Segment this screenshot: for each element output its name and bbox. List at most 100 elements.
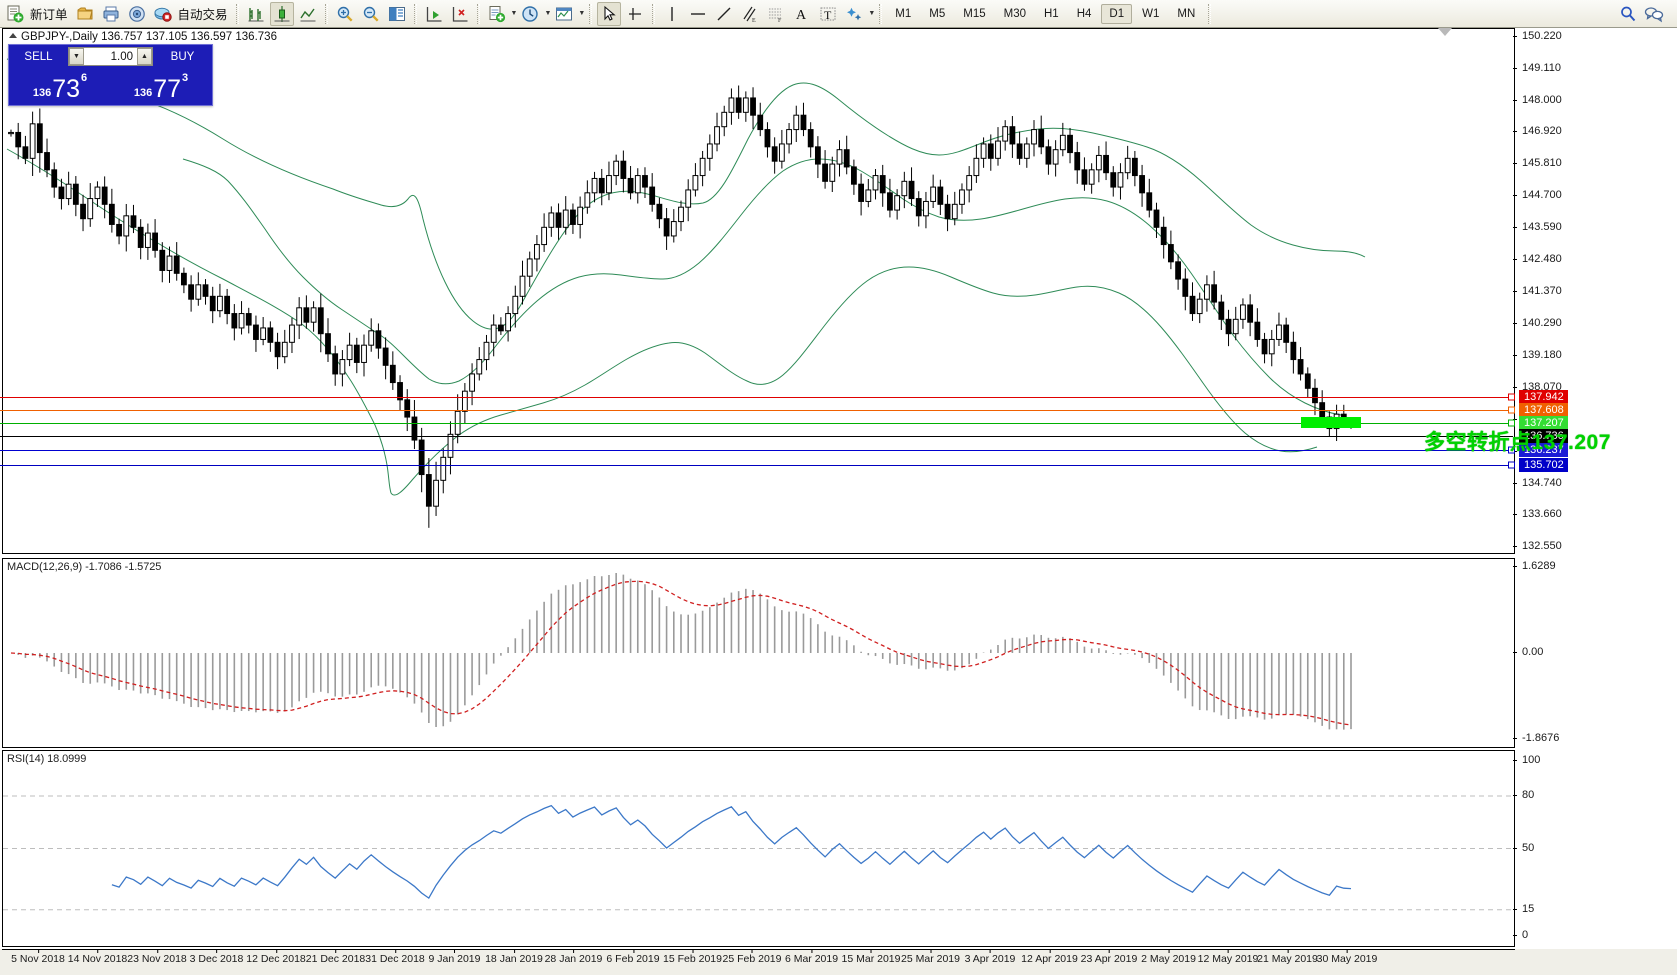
- chart-title: GBPJPY-,Daily 136.757 137.105 136.597 13…: [9, 31, 277, 43]
- cursor-button[interactable]: [597, 1, 622, 26]
- indicators-button[interactable]: [485, 2, 509, 26]
- time-axis-tick: 18 Jan 2019: [485, 949, 543, 965]
- line-chart-button[interactable]: [296, 2, 320, 26]
- price-level-handle[interactable]: [1508, 461, 1515, 469]
- bar-chart-button[interactable]: [244, 2, 268, 26]
- buy-button[interactable]: BUY: [170, 50, 195, 63]
- chart-shift-button[interactable]: [422, 2, 446, 26]
- trade-panel-controls: SELL ▼ 1.00 ▲ BUY: [9, 45, 212, 68]
- auto-scroll-button[interactable]: [448, 2, 472, 26]
- crosshair-button[interactable]: [623, 2, 647, 26]
- timeframe-h4[interactable]: H4: [1076, 7, 1092, 20]
- price-level-tag[interactable]: 135.702: [1519, 458, 1568, 472]
- timeframe-d1[interactable]: D1: [1101, 3, 1133, 24]
- volume-stepper[interactable]: ▼ 1.00 ▲: [68, 47, 153, 66]
- price-level-line[interactable]: [0, 410, 1513, 411]
- price-level-tag[interactable]: 137.207: [1519, 416, 1568, 430]
- price-level-tag[interactable]: 136.237: [1519, 443, 1568, 457]
- support-zone-rectangle[interactable]: [1301, 417, 1361, 428]
- vertical-line-button[interactable]: [660, 2, 684, 26]
- time-axis-tick: 12 Apr 2019: [1021, 949, 1078, 965]
- period-button[interactable]: [518, 2, 542, 26]
- buy-price-display[interactable]: 136 77 3: [112, 68, 210, 103]
- templates-icon: [556, 7, 573, 20]
- price-level-tag[interactable]: 137.942: [1519, 390, 1568, 404]
- timeframe-w1[interactable]: W1: [1142, 7, 1160, 20]
- timeframe-m1[interactable]: M1: [895, 7, 912, 20]
- price-level-tag[interactable]: 136.736: [1519, 429, 1568, 443]
- time-axis[interactable]: 5 Nov 2018 14 Nov 2018 23 Nov 2018 3 Dec 20…: [2, 949, 1515, 975]
- price-level-handle[interactable]: [1508, 446, 1515, 454]
- price-chart-svg: [6, 58, 1366, 528]
- volume-input[interactable]: 1.00: [84, 48, 137, 65]
- text-label-button[interactable]: T: [816, 2, 840, 26]
- horizontal-line-button[interactable]: [686, 2, 710, 26]
- price-axis-tick: 149.110: [1513, 62, 1561, 74]
- one-click-trading-panel[interactable]: SELL ▼ 1.00 ▲ BUY 136 73 6 136 77 3: [8, 44, 213, 106]
- tile-windows-button[interactable]: [385, 2, 409, 26]
- zoom-out-button[interactable]: [359, 2, 383, 26]
- fibonacci-button[interactable]: F: [764, 2, 788, 26]
- collapse-triangle-icon[interactable]: [9, 33, 17, 38]
- rsi-axis[interactable]: 100 80 50 15 0: [1512, 750, 1676, 947]
- autotrading-button[interactable]: [151, 2, 175, 26]
- sell-price-display[interactable]: 136 73 6: [11, 68, 109, 103]
- trade-panel-quotes: 136 73 6 136 77 3: [9, 68, 212, 105]
- timeframe-m30[interactable]: M30: [1003, 7, 1026, 20]
- new-order-button[interactable]: [3, 2, 27, 26]
- price-level-handle[interactable]: [1508, 406, 1515, 414]
- toolbar-separator: [413, 3, 417, 24]
- vertical-line-icon: [671, 6, 674, 21]
- timeframe-h1[interactable]: H1: [1044, 7, 1059, 20]
- price-level-handle[interactable]: [1508, 393, 1515, 401]
- new-order-label: 新订单: [30, 8, 68, 22]
- chart-shift-marker[interactable]: [1438, 28, 1452, 36]
- toolbar-separator: [589, 3, 593, 24]
- volume-decrease-button[interactable]: ▼: [69, 48, 84, 65]
- macd-axis[interactable]: 1.6289 0.00 -1.8676: [1512, 558, 1676, 748]
- shapes-button[interactable]: [842, 2, 866, 26]
- toolbar-separator: [476, 3, 480, 24]
- templates-button[interactable]: [552, 2, 576, 26]
- chart-annotation-text[interactable]: 多空转折点137.207: [1424, 431, 1611, 454]
- folder-button[interactable]: [73, 2, 97, 26]
- time-axis-tick: 28 Jan 2019: [544, 949, 603, 965]
- data-window-button[interactable]: [125, 2, 149, 26]
- volume-increase-button[interactable]: ▲: [137, 48, 152, 65]
- chat-button[interactable]: [1642, 2, 1666, 26]
- timeframe-m5[interactable]: M5: [929, 7, 946, 20]
- time-axis-tick: 6 Feb 2019: [606, 949, 660, 965]
- period-dropdown-arrow[interactable]: ▼: [544, 10, 552, 17]
- trendline-button[interactable]: [712, 2, 736, 26]
- rsi-axis-tick: 50: [1512, 842, 1534, 854]
- zoom-in-button[interactable]: [333, 2, 357, 26]
- shapes-dropdown-arrow[interactable]: ▼: [868, 10, 876, 17]
- price-level-line[interactable]: [0, 397, 1513, 398]
- rsi-pane[interactable]: RSI(14) 18.0999: [2, 750, 1515, 947]
- macd-pane[interactable]: MACD(12,26,9) -1.7086 -1.5725: [2, 558, 1515, 748]
- search-button[interactable]: [1616, 2, 1640, 26]
- price-level-tag[interactable]: 137.608: [1519, 403, 1568, 417]
- print-button[interactable]: [99, 2, 123, 26]
- price-level-line[interactable]: [0, 450, 1513, 451]
- candlestick-chart-button[interactable]: [269, 1, 294, 26]
- templates-dropdown-arrow[interactable]: ▼: [578, 10, 586, 17]
- price-pane[interactable]: GBPJPY-,Daily 136.757 137.105 136.597 13…: [2, 28, 1515, 554]
- price-level-line[interactable]: [0, 465, 1513, 466]
- text-button[interactable]: A: [790, 2, 814, 26]
- timeframe-m15[interactable]: M15: [963, 7, 986, 20]
- sell-button[interactable]: SELL: [24, 50, 53, 63]
- rsi-axis-tick: 15: [1512, 903, 1534, 915]
- indicators-dropdown-arrow[interactable]: ▼: [510, 10, 518, 17]
- buy-price-fraction: 3: [182, 72, 189, 84]
- trendline-icon: [717, 7, 731, 20]
- price-level-line[interactable]: [0, 423, 1513, 424]
- price-level-line[interactable]: [0, 436, 1513, 437]
- price-level-handle[interactable]: [1508, 419, 1515, 427]
- candlestick-icon: [274, 5, 290, 22]
- timeframe-mn[interactable]: MN: [1177, 7, 1196, 20]
- toolbar-right-group: [1615, 2, 1675, 26]
- equidistant-channel-button[interactable]: E: [738, 2, 762, 26]
- price-axis[interactable]: 150.220 149.110 148.000 146.920 145.810 144.7…: [1513, 28, 1676, 554]
- macd-axis-tick: 1.6289: [1513, 560, 1556, 572]
